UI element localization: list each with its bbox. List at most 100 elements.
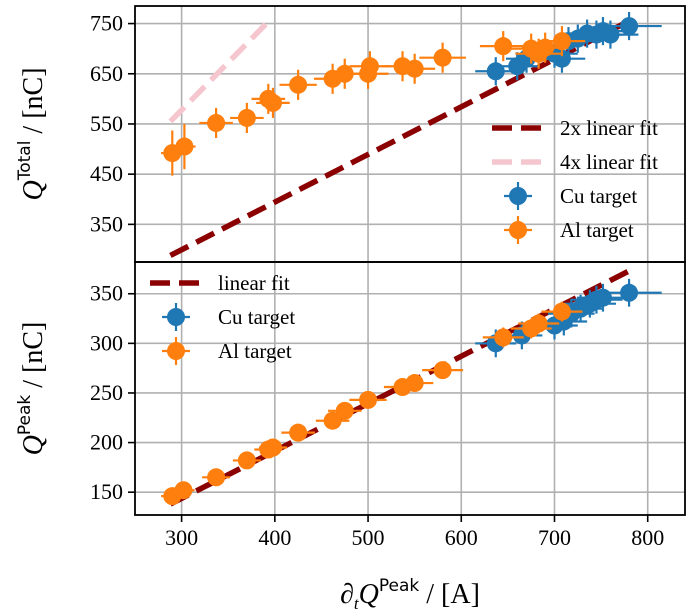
bottom-cu-target-marker xyxy=(620,283,639,302)
top-al-target-marker xyxy=(433,48,452,67)
top-al-target-marker xyxy=(360,57,379,76)
top-al-target-point xyxy=(173,123,196,170)
top-cu-target-point xyxy=(582,20,639,49)
bottom-xtick-label: 500 xyxy=(352,525,385,550)
bottom-ytick-label: 250 xyxy=(90,380,123,405)
top-legend-swatch-cu-target xyxy=(509,187,527,205)
bottom-y-axis-label: QPeak / [nC] xyxy=(15,322,49,456)
bottom-cu-target-marker xyxy=(593,288,612,307)
top-al-target-marker xyxy=(494,37,513,56)
top-al-target-point xyxy=(538,26,586,57)
bottom-xtick-label: 600 xyxy=(445,525,478,550)
top-cu-target-marker xyxy=(601,25,620,44)
top-cu-target-marker xyxy=(620,17,639,36)
top-ticks: 350 450 550 650 750 xyxy=(90,11,135,236)
top-al-target-point xyxy=(199,107,233,139)
top-legend-label-cu-target: Cu target xyxy=(560,184,637,208)
top-panel: 350 450 550 650 750 2x linear fit 4x linear f… xyxy=(15,5,686,263)
top-al-target-point xyxy=(326,58,364,89)
bottom-al-target-marker xyxy=(359,390,378,409)
top-al-target-marker xyxy=(207,113,226,132)
top-legend-entry-cu-target: Cu target xyxy=(504,182,637,210)
bottom-legend-label-al-target: Al target xyxy=(218,339,292,363)
top-al-target-point xyxy=(279,69,317,100)
top-al-target-marker xyxy=(536,38,555,57)
top-al-target-marker xyxy=(552,32,571,51)
bottom-panel: 150 200 250 300 350 300 400 500 600 700 800 linear… xyxy=(15,261,686,613)
bottom-ylabel-symbol: Q xyxy=(18,435,49,455)
bottom-gridlines xyxy=(135,262,685,515)
bottom-xtick-label: 300 xyxy=(165,525,198,550)
top-legend-entry-al-target: Al target xyxy=(504,216,634,244)
bottom-al-target-point xyxy=(396,374,434,393)
top-legend-entry-2x-linear-fit: 2x linear fit xyxy=(492,116,658,140)
top-ylabel-symbol: Q xyxy=(18,180,49,200)
bottom-al-target-point xyxy=(258,438,287,457)
bottom-al-target-marker xyxy=(323,411,342,430)
top-ylabel-sup: Total xyxy=(15,141,35,182)
bottom-al-target-point xyxy=(518,313,560,334)
top-y-axis-label: QTotal / [nC] xyxy=(15,67,49,200)
bottom-al-target-marker xyxy=(174,481,193,500)
bottom-al-target-point xyxy=(422,361,464,380)
bottom-series-al-target xyxy=(161,301,583,506)
top-legend-entry-4x-linear-fit: 4x linear fit xyxy=(492,150,658,174)
bottom-axes-frame xyxy=(134,261,686,516)
bottom-ytick-label: 350 xyxy=(90,281,123,306)
bottom-legend: linear fit Cu target Al target xyxy=(150,271,295,365)
top-al-target-marker xyxy=(289,75,308,94)
bottom-xtick-label: 800 xyxy=(631,525,664,550)
bottom-legend-swatch-al-target xyxy=(167,342,185,360)
top-al-target-marker xyxy=(405,59,424,78)
xlabel-sup: Peak xyxy=(379,576,420,596)
bottom-al-target-marker xyxy=(405,374,424,393)
bottom-legend-label-cu-target: Cu target xyxy=(218,305,295,329)
top-series-al-target xyxy=(161,26,586,176)
bottom-al-target-marker xyxy=(289,423,308,442)
bottom-al-target-marker xyxy=(529,314,548,333)
top-legend-label-2x-linear-fit: 2x linear fit xyxy=(560,116,658,140)
bottom-ytick-label: 150 xyxy=(90,479,123,504)
bottom-al-target-marker xyxy=(207,468,226,487)
bottom-legend-entry-al-target: Al target xyxy=(162,337,292,365)
top-al-target-point xyxy=(419,42,466,73)
top-al-target-marker xyxy=(263,93,282,112)
bottom-al-target-marker xyxy=(433,361,452,380)
bottom-ylabel-sup: Peak xyxy=(15,395,35,436)
top-4x-linear-fit-line xyxy=(168,20,270,124)
bottom-legend-entry-cu-target: Cu target xyxy=(162,303,295,331)
top-al-target-point xyxy=(479,31,527,62)
top-legend-swatch-al-target xyxy=(509,221,527,239)
bottom-cu-target-point xyxy=(596,278,662,307)
top-al-target-marker xyxy=(237,108,256,127)
bottom-ytick-label: 300 xyxy=(90,330,123,355)
bottom-ticks: 150 200 250 300 350 300 400 500 600 700 800 xyxy=(90,281,664,550)
top-cu-target-point xyxy=(596,12,662,41)
top-al-target-point xyxy=(394,53,436,84)
top-cu-target-marker xyxy=(486,62,505,81)
xlabel-sub: t xyxy=(354,594,360,613)
bottom-al-target-marker xyxy=(263,438,282,457)
top-ylabel-unit: / [nC] xyxy=(18,67,49,140)
top-ytick-label: 650 xyxy=(90,61,123,86)
top-series xyxy=(161,12,662,258)
bottom-al-target-marker xyxy=(494,328,513,347)
bottom-ytick-label: 200 xyxy=(90,430,123,455)
bottom-al-target-point xyxy=(541,301,583,322)
bottom-al-target-point xyxy=(281,423,315,442)
bottom-legend-swatch-cu-target xyxy=(167,308,185,326)
bottom-legend-entry-linear-fit: linear fit xyxy=(150,271,290,295)
bottom-al-target-point xyxy=(315,411,350,430)
top-legend-label-4x-linear-fit: 4x linear fit xyxy=(560,150,658,174)
top-ytick-label: 550 xyxy=(90,111,123,136)
bottom-series xyxy=(161,268,662,507)
top-legend: 2x linear fit 4x linear fit Cu target Al ta… xyxy=(492,116,658,244)
top-al-target-point xyxy=(230,102,264,133)
top-al-target-point xyxy=(256,87,290,118)
bottom-xtick-label: 700 xyxy=(538,525,571,550)
top-legend-label-al-target: Al target xyxy=(560,218,634,242)
bottom-al-target-marker xyxy=(335,401,354,420)
bottom-al-target-point xyxy=(349,390,387,409)
bottom-al-target-marker xyxy=(552,302,571,321)
